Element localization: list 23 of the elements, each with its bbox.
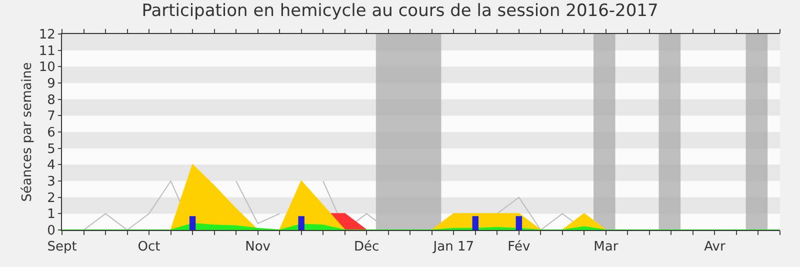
x-tick-label: Oct (138, 240, 160, 255)
x-tick-label: Nov (245, 240, 271, 255)
y-tick-label: 3 (47, 174, 56, 190)
y-tick-label: 5 (47, 142, 56, 157)
y-tick-label: 6 (47, 126, 56, 141)
y-tick-label: 8 (47, 92, 56, 108)
y-tick-label: 10 (38, 60, 56, 76)
x-tick-label: Mar (594, 240, 619, 255)
y-tick-label: 1 (47, 207, 56, 222)
y-tick-label: 12 (38, 28, 56, 43)
x-tick-label: Sept (47, 240, 77, 255)
x-tick-label: Avr (704, 240, 726, 255)
y-tick-label: 2 (47, 190, 56, 206)
y-axis-title: Séances par semaine (20, 62, 35, 202)
y-tick-label: 9 (47, 76, 56, 92)
y-tick-label: 7 (47, 109, 56, 124)
y-tick-label: 11 (38, 44, 56, 59)
x-tick-label: Fév (508, 240, 530, 255)
chart-title: Participation en hemicycle au cours de la session 2016-2017 (142, 0, 658, 21)
x-tick-label: Déc (354, 240, 380, 255)
y-tick-label: 4 (47, 158, 56, 174)
y-tick-label: 0 (47, 224, 56, 239)
x-tick-label: Jan 17 (432, 240, 474, 255)
